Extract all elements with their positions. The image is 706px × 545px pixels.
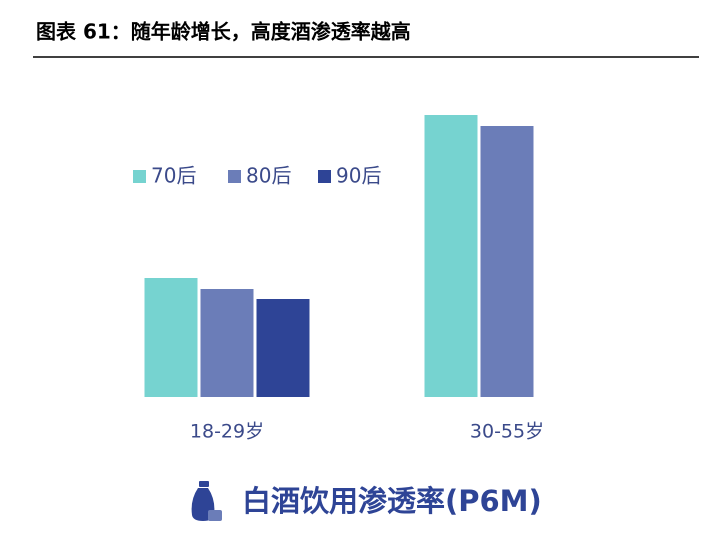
bar: [424, 115, 478, 397]
legend-label: 70后: [151, 164, 196, 188]
x-tick-label: 18-29岁: [190, 421, 264, 443]
bar: [144, 278, 198, 397]
bar: [200, 289, 254, 397]
chart-subtitle: 白酒饮用渗透率(P6M): [242, 484, 542, 518]
legend-label: 90后: [336, 164, 381, 188]
legend-swatch: [133, 170, 146, 183]
bottle-icon: [191, 481, 222, 521]
bar: [256, 299, 310, 397]
chart-title: 图表 61：随年龄增长，高度酒渗透率越高: [36, 20, 411, 44]
legend-swatch: [228, 170, 241, 183]
x-tick-label: 30-55岁: [470, 421, 544, 443]
legend-label: 80后: [246, 164, 291, 188]
legend-swatch: [318, 170, 331, 183]
bar: [480, 126, 534, 397]
